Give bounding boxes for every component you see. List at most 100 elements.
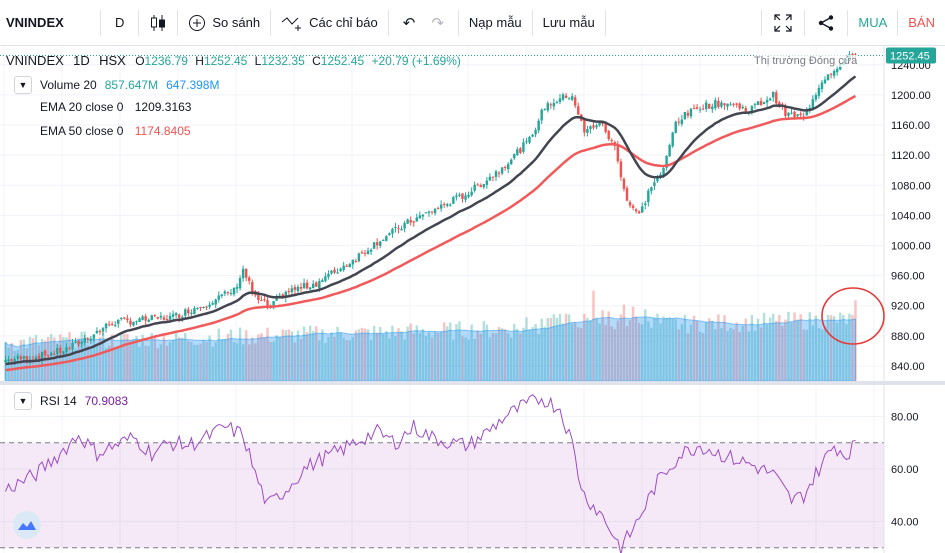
candle-body xyxy=(698,109,702,111)
candle-body xyxy=(799,113,802,116)
indicators-button[interactable]: Các chỉ báo xyxy=(271,0,388,46)
volume-bar xyxy=(729,328,732,381)
sell-button[interactable]: BÁN xyxy=(908,15,935,30)
volume-bar xyxy=(491,332,495,381)
volume-bar xyxy=(744,318,748,381)
ema50-legend: EMA 50 close 0 1174.8405 xyxy=(40,124,191,138)
candle-body xyxy=(644,203,647,205)
volume-bar xyxy=(842,314,845,381)
candle-body xyxy=(308,287,312,290)
volume-bar xyxy=(671,318,674,381)
candle-body xyxy=(287,291,291,293)
candle-body xyxy=(159,315,163,318)
candle-body xyxy=(808,107,811,110)
candle-body xyxy=(811,99,815,109)
tradingview-logo[interactable] xyxy=(13,511,41,539)
rsi-tick-label: 40.00 xyxy=(891,517,919,529)
load-template-button[interactable]: Nạp mẫu xyxy=(468,15,522,30)
candle-body xyxy=(701,108,705,110)
candle-body xyxy=(126,318,129,321)
volume-bar xyxy=(156,348,160,381)
volume-bar xyxy=(516,328,519,381)
rsi-axis[interactable]: 40.00 60.00 80.00 xyxy=(891,412,919,529)
candle-body xyxy=(442,204,446,206)
candle-body xyxy=(784,105,787,116)
collapse-rsi-legend-button[interactable]: ▼ xyxy=(14,392,32,410)
candle-body xyxy=(123,317,126,319)
candle-body xyxy=(814,95,818,100)
candle-body xyxy=(101,328,105,332)
candle-body xyxy=(768,98,772,101)
volume-bar xyxy=(442,322,446,381)
candle-body xyxy=(796,114,799,117)
interval-button[interactable]: D xyxy=(115,15,125,30)
ema20-legend: EMA 20 close 0 1209.3163 xyxy=(40,100,191,114)
volume-bar xyxy=(217,328,220,381)
volume-bar xyxy=(488,337,492,381)
buy-button[interactable]: MUA xyxy=(858,15,888,30)
volume-bar xyxy=(528,329,531,381)
volume-bar xyxy=(43,340,47,381)
volume-bar xyxy=(817,327,821,381)
candle-body xyxy=(290,288,294,293)
legend-high: 1252.45 xyxy=(203,54,248,68)
collapse-legend-button[interactable]: ▼ xyxy=(14,76,32,94)
candle-body xyxy=(619,161,623,178)
chart-type-button[interactable] xyxy=(139,0,177,46)
volume-bar xyxy=(747,331,751,381)
candles-icon xyxy=(151,14,166,31)
volume-bar xyxy=(372,325,376,381)
volume-bar xyxy=(695,320,699,381)
candle-body xyxy=(372,242,376,249)
volume-bar xyxy=(98,337,102,381)
candle-body xyxy=(503,166,507,168)
candle-body xyxy=(321,280,324,283)
volume-bar xyxy=(711,320,714,381)
volume-bar xyxy=(394,336,397,381)
volume-bar xyxy=(71,350,74,381)
candle-body xyxy=(77,341,80,345)
candle-body xyxy=(83,338,86,343)
candle-body xyxy=(40,351,44,361)
volume-bar xyxy=(254,343,257,381)
candle-body xyxy=(418,215,422,219)
price-axis[interactable]: 840.00 880.00 920.00 960.00 1000.00 1040.00 10… xyxy=(891,60,931,373)
undo-button[interactable]: ↶ xyxy=(389,0,424,46)
volume-bar xyxy=(720,328,723,381)
toolbar-divider xyxy=(177,9,179,36)
volume-bar xyxy=(583,313,586,381)
candle-body xyxy=(570,96,574,100)
chevron-down-icon: ▼ xyxy=(18,396,28,406)
volume-bar xyxy=(808,312,811,381)
volume-bar xyxy=(738,331,741,381)
candle-body xyxy=(692,108,696,110)
candle-body xyxy=(71,342,74,350)
candle-body xyxy=(382,239,385,241)
volume-bar xyxy=(835,322,839,381)
candle-body xyxy=(394,227,397,229)
redo-button[interactable]: ↷ xyxy=(423,0,458,46)
volume-bar xyxy=(811,325,815,381)
share-button[interactable] xyxy=(805,0,847,46)
candle-body xyxy=(56,347,59,355)
candle-body xyxy=(391,228,394,234)
price-tick-label: 840.00 xyxy=(891,361,925,373)
candle-body xyxy=(589,126,592,130)
candle-body xyxy=(412,221,415,223)
volume-bar xyxy=(790,322,793,381)
candle-body xyxy=(275,297,278,301)
toolbar-divider xyxy=(847,9,849,36)
price-chart[interactable]: 840.00 880.00 920.00 960.00 1000.00 1040.00 10… xyxy=(0,46,945,553)
save-template-button[interactable]: Lưu mẫu xyxy=(542,15,595,30)
candle-body xyxy=(723,103,726,106)
volume-bar xyxy=(123,333,126,381)
compare-button[interactable]: So sánh xyxy=(178,0,270,46)
volume-bar xyxy=(732,329,735,381)
volume-bar xyxy=(287,329,291,381)
volume-bar xyxy=(357,329,361,381)
candle-body xyxy=(522,142,525,152)
volume-bar xyxy=(293,342,297,381)
fullscreen-button[interactable] xyxy=(762,0,804,46)
symbol-search[interactable]: VNINDEX xyxy=(6,15,64,30)
candle-body xyxy=(653,182,656,187)
